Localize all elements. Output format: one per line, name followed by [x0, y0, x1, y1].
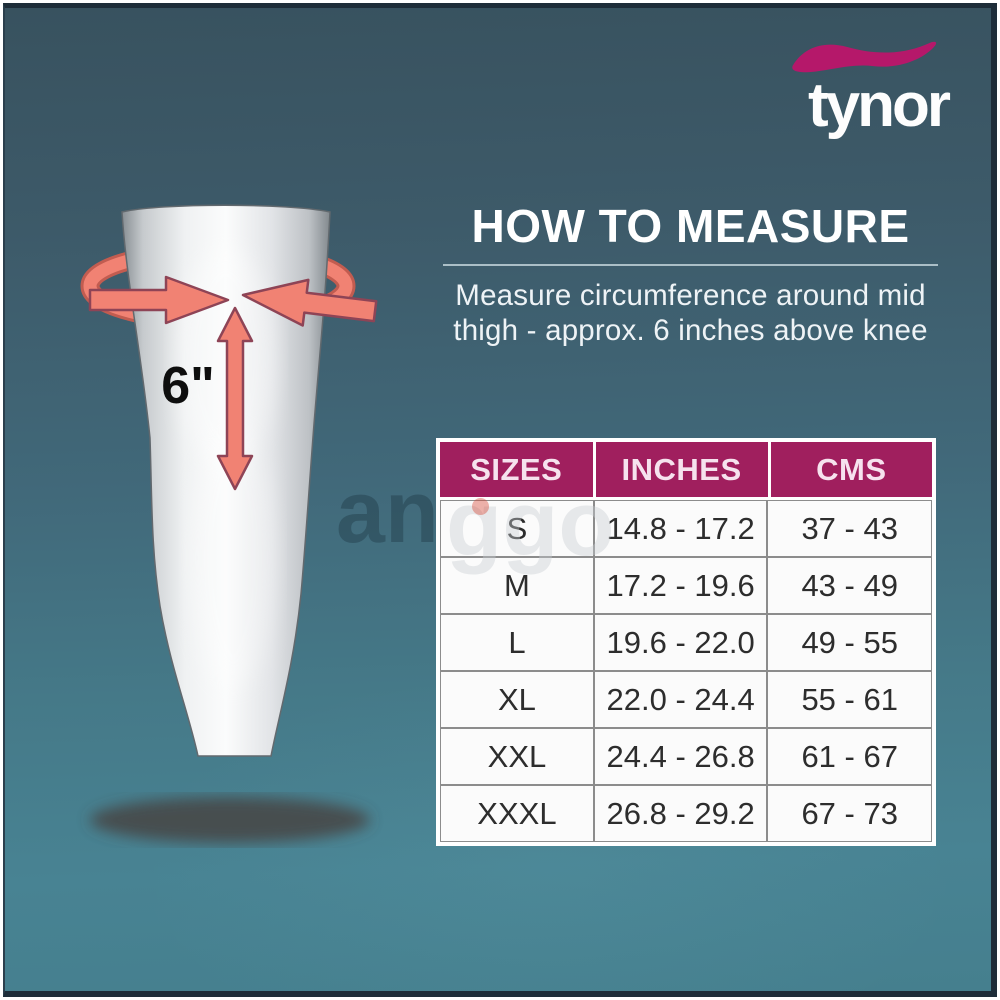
cms-cell: 49 - 55 — [768, 615, 931, 670]
cms-cell: 55 - 61 — [768, 672, 931, 727]
left-arrow-icon — [88, 275, 230, 325]
circumference-arrows — [88, 275, 378, 491]
instructions-line1: Measure circumference around mid — [455, 279, 926, 312]
size-cell: M — [441, 558, 593, 613]
size-cell: XXL — [441, 729, 593, 784]
size-cell: L — [441, 615, 593, 670]
brand-logo: tynor — [773, 38, 951, 140]
divider-line — [443, 264, 938, 266]
table-header-row: SIZES INCHES CMS — [440, 442, 932, 497]
size-cell: S — [441, 501, 593, 556]
inches-cell: 14.8 - 17.2 — [594, 501, 767, 556]
brand-name: tynor — [808, 71, 951, 140]
inches-cell: 22.0 - 24.4 — [594, 672, 767, 727]
column-header-cms: CMS — [770, 442, 932, 497]
section-title: HOW TO MEASURE — [471, 200, 910, 252]
instructions-text: Measure circumference around mid thigh -… — [443, 279, 938, 348]
inches-cell: 26.8 - 29.2 — [594, 786, 767, 841]
cms-cell: 37 - 43 — [768, 501, 931, 556]
leg-measurement-illustration: 6" — [80, 204, 378, 843]
inches-cell: 19.6 - 22.0 — [594, 615, 767, 670]
six-inch-label: 6" — [161, 357, 215, 415]
column-header-inches: INCHES — [595, 442, 768, 497]
right-arrow-icon — [241, 278, 378, 327]
cms-cell: 61 - 67 — [768, 729, 931, 784]
cms-cell: 67 - 73 — [768, 786, 931, 841]
brand-swoosh-icon — [792, 41, 937, 73]
size-table-body: S 14.8 - 17.2 37 - 43 M 17.2 - 19.6 43 - 49 L 1… — [440, 500, 932, 842]
size-chart-table: SIZES INCHES CMS S 14.8 - 17.2 37 - 43 M 17.… — [436, 438, 936, 846]
instructions-block: HOW TO MEASURE Measure circumference aro… — [443, 199, 938, 348]
vertical-double-arrow-icon — [216, 306, 254, 491]
inches-cell: 17.2 - 19.6 — [594, 558, 767, 613]
column-header-sizes: SIZES — [440, 442, 593, 497]
size-cell: XXXL — [441, 786, 593, 841]
cms-cell: 43 - 49 — [768, 558, 931, 613]
size-cell: XL — [441, 672, 593, 727]
instructions-line2: thigh - approx. 6 inches above knee — [453, 313, 928, 347]
inches-cell: 24.4 - 26.8 — [594, 729, 767, 784]
leg-shadow — [90, 797, 370, 843]
